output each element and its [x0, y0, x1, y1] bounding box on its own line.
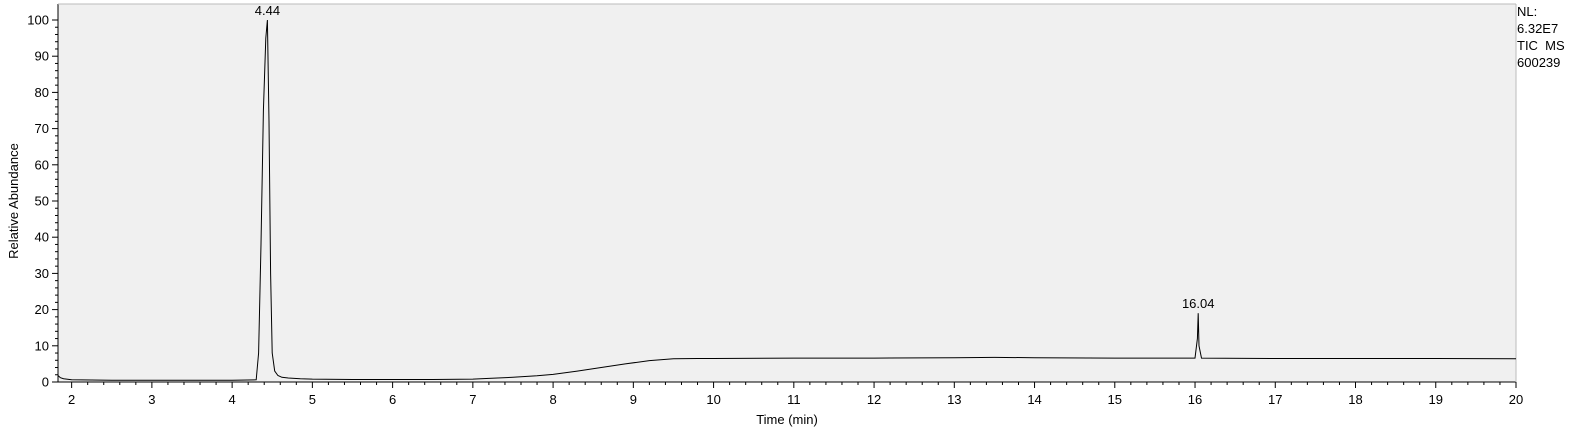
y-tick-label: 100 [27, 13, 49, 28]
x-tick-label: 19 [1429, 392, 1443, 407]
axes [57, 3, 1517, 383]
x-tick-label: 11 [787, 392, 801, 407]
x-tick-label: 17 [1268, 392, 1282, 407]
x-tick-label: 5 [309, 392, 316, 407]
x-tick-label: 13 [947, 392, 961, 407]
x-tick-label: 8 [549, 392, 556, 407]
x-tick-label: 16 [1188, 392, 1202, 407]
sample-id: 600239 [1517, 55, 1561, 70]
trace-type: TIC MS [1517, 38, 1565, 53]
x-tick-label: 10 [706, 392, 720, 407]
y-tick-label: 40 [35, 230, 49, 245]
normalization-info: NL: 6.32E7 TIC MS 600239 [1517, 3, 1565, 71]
y-tick-label: 60 [35, 157, 49, 172]
x-tick-label: 18 [1348, 392, 1362, 407]
peak-label: 16.04 [1182, 296, 1215, 311]
y-axis-title: Relative Abundance [6, 143, 21, 259]
nl-label: NL: [1517, 4, 1538, 19]
x-tick-label: 12 [867, 392, 881, 407]
y-tick-label: 90 [35, 49, 49, 64]
y-tick-label: 70 [35, 121, 49, 136]
y-tick-label: 20 [35, 302, 49, 317]
x-tick-label: 2 [68, 392, 75, 407]
peak-label: 4.44 [255, 3, 280, 18]
x-axis-title: Time (min) [756, 412, 818, 427]
x-tick-label: 4 [229, 392, 236, 407]
y-tick-label: 0 [42, 375, 49, 390]
y-tick-label: 30 [35, 266, 49, 281]
x-tick-label: 7 [469, 392, 476, 407]
x-tick-label: 9 [630, 392, 637, 407]
peak-labels: 4.44 16.04 [255, 3, 1215, 311]
y-tick-label: 80 [35, 85, 49, 100]
x-tick-label: 20 [1509, 392, 1523, 407]
axis-ticks: 0 10 20 30 40 50 60 70 80 90 100 2 3 4 5 6 7 8 9 10 11 12 13 14… [27, 13, 1523, 408]
nl-value: 6.32E7 [1517, 21, 1559, 36]
x-tick-label: 15 [1108, 392, 1122, 407]
x-tick-label: 14 [1027, 392, 1041, 407]
x-tick-label: 3 [148, 392, 155, 407]
x-tick-label: 6 [389, 392, 396, 407]
tic-trace-line [57, 19, 1517, 381]
y-tick-label: 50 [35, 194, 49, 209]
plot-area [58, 4, 1516, 382]
y-tick-label: 10 [35, 338, 49, 353]
